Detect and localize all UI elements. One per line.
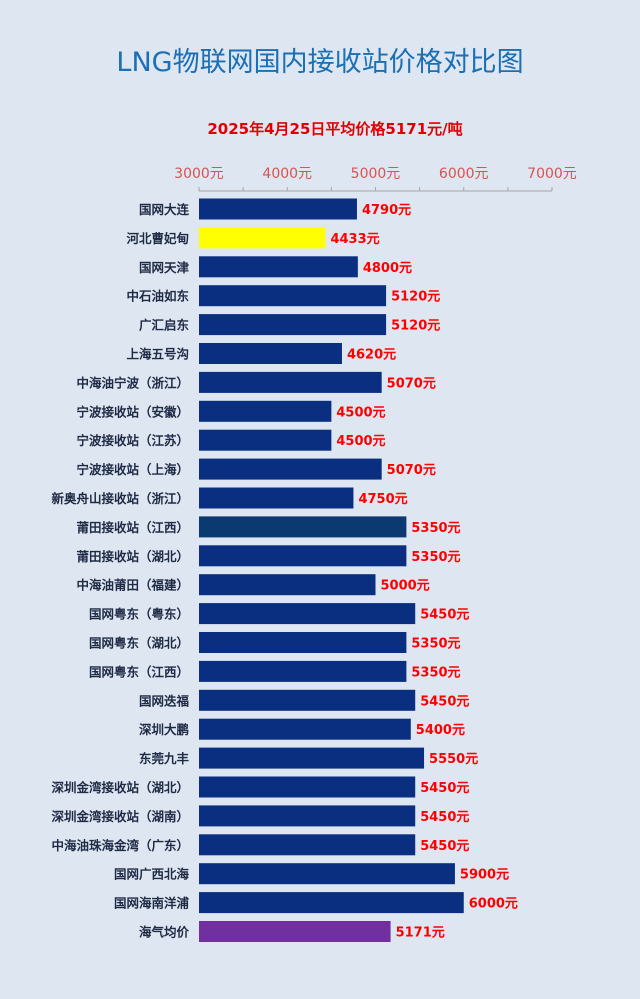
bar-value-label: 5550元 (429, 752, 478, 767)
x-tick-label: 4000元 (262, 166, 312, 182)
bar (199, 343, 342, 364)
bar (199, 400, 332, 422)
bar (199, 863, 455, 885)
x-tick-label: 3000元 (174, 166, 224, 182)
bar-value-label: 5350元 (411, 521, 460, 536)
category-label: 国网迭福 (139, 693, 190, 708)
category-label: 国网粤东（粤东） (89, 607, 189, 622)
bar-value-label: 5350元 (411, 550, 460, 565)
category-label: 新奥舟山接收站（浙江） (51, 491, 189, 506)
bar-value-label: 5450元 (420, 839, 469, 854)
bar-value-label: 5070元 (387, 376, 436, 391)
bar (199, 603, 416, 625)
bar (199, 921, 391, 942)
bar-value-label: 5350元 (411, 637, 460, 652)
category-label: 河北曹妃甸 (126, 231, 189, 246)
bar-value-label: 4790元 (362, 203, 411, 218)
bar-value-label: 5450元 (420, 608, 469, 623)
bar-value-label: 4500元 (336, 434, 385, 449)
bar-value-label: 4750元 (358, 492, 407, 507)
bar-value-label: 5000元 (381, 579, 430, 594)
bar-value-label: 6000元 (469, 897, 518, 912)
bar-value-label: 4800元 (363, 261, 412, 276)
bar (199, 314, 387, 336)
category-label: 宁波接收站（江苏） (76, 433, 189, 448)
bar-value-label: 5400元 (416, 723, 465, 738)
x-tick-label: 5000元 (351, 166, 401, 182)
bar (199, 718, 411, 740)
category-label: 中海油宁波（浙江） (76, 375, 189, 390)
bar (199, 285, 387, 307)
category-label: 国网大连 (139, 202, 190, 217)
bar-value-label: 5120元 (391, 290, 440, 305)
bar-value-label: 5350元 (411, 665, 460, 680)
category-label: 深圳金湾接收站（湖北） (51, 780, 189, 795)
bar (199, 892, 464, 914)
bar (199, 545, 407, 567)
chart-title: LNG物联网国内接收站价格对比图 (116, 47, 524, 78)
category-label: 深圳金湾接收站（湖南） (51, 809, 189, 824)
category-label: 莆田接收站（湖北） (76, 549, 189, 564)
bar-value-label: 5450元 (420, 810, 469, 825)
bar-value-label: 4433元 (330, 232, 379, 247)
bar (199, 458, 382, 480)
bar (199, 487, 354, 509)
bar-value-label: 5070元 (387, 463, 436, 478)
bar (199, 660, 407, 682)
bar-value-label: 4620元 (347, 348, 396, 363)
bar (199, 198, 357, 220)
bar-value-label: 5450元 (420, 781, 469, 796)
category-label: 中海油珠海金湾（广东） (51, 838, 189, 853)
category-label: 国网海南洋浦 (114, 896, 190, 911)
bar-value-label: 5171元 (396, 926, 445, 941)
category-label: 宁波接收站（安徽） (76, 404, 189, 419)
category-label: 中海油莆田（福建） (76, 578, 189, 593)
bar (199, 689, 416, 711)
bar (199, 574, 376, 596)
category-label: 国网天津 (139, 260, 190, 275)
category-label: 宁波接收站（上海） (76, 462, 189, 477)
bar (199, 516, 407, 538)
x-tick-label: 7000元 (527, 166, 577, 182)
bar (199, 776, 416, 798)
bar-value-label: 5450元 (420, 694, 469, 709)
bar (199, 632, 407, 653)
category-label: 海气均价 (139, 925, 190, 940)
category-label: 国网粤东（江西） (89, 664, 189, 679)
x-tick-label: 6000元 (439, 166, 489, 182)
category-label: 东莞九丰 (139, 751, 190, 766)
bar-value-label: 5120元 (391, 319, 440, 334)
bar (199, 747, 425, 769)
bar-value-label: 4500元 (336, 405, 385, 420)
category-label: 深圳大鹏 (139, 722, 189, 737)
category-label: 国网粤东（湖北） (89, 636, 189, 651)
bar (199, 371, 382, 393)
category-label: 莆田接收站（江西） (76, 520, 189, 535)
bar (199, 256, 358, 278)
category-label: 中石油如东 (126, 289, 189, 304)
chart-subtitle: 2025年4月25日平均价格5171元/吨 (207, 120, 463, 138)
bar (199, 227, 326, 249)
category-label: 上海五号沟 (126, 347, 189, 362)
category-label: 国网广西北海 (114, 867, 190, 882)
category-label: 广汇启东 (139, 318, 190, 333)
bar (199, 429, 332, 451)
bar-value-label: 5900元 (460, 868, 509, 883)
bar (199, 805, 416, 827)
bar (199, 834, 416, 856)
